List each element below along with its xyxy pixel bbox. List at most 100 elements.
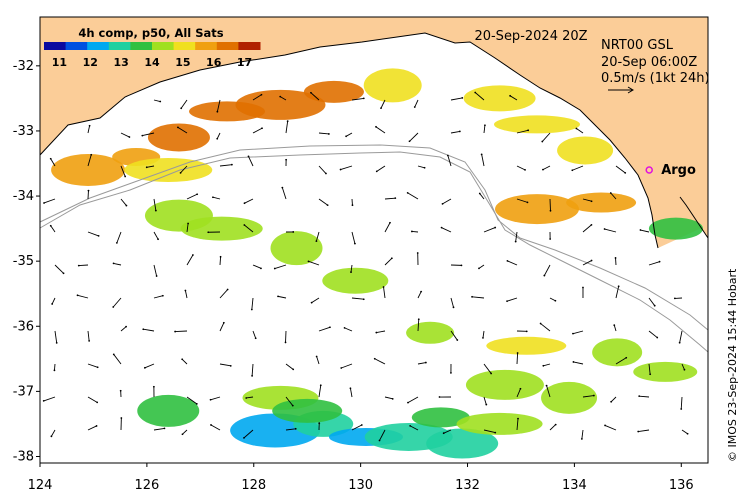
current-vector	[219, 164, 232, 167]
current-vector-tip	[125, 204, 128, 207]
current-vector	[153, 198, 157, 211]
current-vector-tip	[554, 299, 557, 302]
current-vector	[252, 127, 263, 134]
current-vector-tip	[524, 168, 526, 171]
current-vector	[315, 231, 320, 242]
current-vector	[180, 99, 188, 109]
current-vector	[478, 264, 485, 269]
current-vector-tip	[229, 364, 232, 367]
current-vector	[340, 165, 353, 170]
current-vector-tip	[406, 192, 409, 194]
current-vector-tip	[420, 290, 423, 293]
colorbar-swatch	[65, 42, 88, 50]
current-vector	[116, 231, 122, 244]
current-vector-tip	[572, 332, 574, 335]
current-vector-tip	[291, 404, 294, 407]
current-vector	[248, 156, 254, 167]
current-vector	[285, 428, 296, 431]
current-vector-tip	[277, 295, 279, 298]
current-vector	[219, 289, 228, 299]
sst-patch	[541, 381, 598, 414]
current-vector	[516, 418, 519, 431]
sst-patch	[363, 68, 422, 103]
current-vector	[87, 396, 98, 403]
current-vector-tip	[609, 192, 612, 194]
current-vector-tip	[284, 341, 287, 344]
colorbar-tick-label: 12	[83, 56, 98, 69]
current-vector-tip	[159, 100, 162, 103]
current-vector-tip	[590, 200, 593, 203]
current-vector-tip	[195, 402, 198, 405]
current-vector	[351, 97, 364, 101]
current-vector-tip	[686, 432, 689, 435]
current-vector-tip	[478, 267, 480, 270]
current-vector	[414, 99, 419, 108]
current-vector	[615, 286, 620, 299]
current-vector	[516, 129, 529, 134]
current-vector-tip	[115, 241, 118, 244]
current-vector-tip	[416, 252, 419, 254]
current-vector	[87, 425, 97, 431]
current-vector-tip	[155, 275, 158, 277]
current-vector	[77, 294, 89, 299]
current-vector-tip	[411, 230, 413, 233]
current-vector	[409, 425, 419, 431]
current-vector-tip	[50, 435, 53, 438]
current-vector-tip	[179, 171, 182, 174]
current-vector-tip	[210, 424, 212, 426]
current-vector	[648, 297, 656, 306]
current-vector-tip	[362, 298, 365, 301]
current-vector	[516, 165, 526, 171]
current-vector	[243, 429, 254, 439]
current-vector-tip	[484, 124, 486, 127]
current-vector	[210, 424, 221, 431]
current-vector	[407, 396, 419, 404]
current-vector-tip	[340, 367, 343, 369]
current-vector-tip	[409, 425, 412, 427]
current-vector-tip	[653, 304, 656, 307]
current-vector-tip	[339, 168, 342, 171]
current-vector	[274, 264, 287, 269]
lon-tick-label: 130	[348, 478, 373, 493]
current-vector-tip	[438, 396, 441, 398]
current-vector-tip	[226, 288, 229, 291]
current-vector-tip	[582, 286, 584, 289]
current-vector	[120, 132, 130, 138]
current-vector	[310, 92, 320, 101]
current-vector-tip	[649, 373, 652, 376]
current-vector	[50, 225, 56, 233]
current-vector-tip	[292, 231, 295, 233]
current-vector	[417, 291, 422, 299]
current-vector-tip	[141, 134, 144, 137]
current-vector	[285, 363, 294, 370]
current-vector-tip	[329, 326, 331, 329]
current-vector-tip	[350, 271, 352, 273]
current-vector-tip	[279, 95, 282, 98]
current-vector	[581, 429, 584, 439]
current-vector	[384, 257, 393, 266]
current-vector-tip	[590, 223, 593, 226]
current-vector	[244, 224, 254, 233]
current-vector-tip	[519, 387, 522, 390]
current-vector-tip	[196, 193, 199, 196]
colorbar-tick-label: 15	[175, 56, 190, 69]
current-vector-tip	[143, 366, 146, 369]
colorbar-tick-label: 14	[144, 56, 160, 69]
current-vector-tip	[49, 224, 52, 227]
current-vector-tip	[617, 285, 620, 288]
current-vector-tip	[545, 384, 548, 387]
lon-tick-label: 126	[134, 478, 159, 493]
current-vector-tip	[494, 431, 497, 434]
current-vector	[181, 358, 188, 365]
current-vector-tip	[95, 425, 98, 427]
current-vector	[516, 352, 519, 365]
current-vector-tip	[658, 260, 661, 263]
current-vector-tip	[273, 267, 276, 270]
current-vector-tip	[318, 422, 321, 424]
current-vector	[681, 429, 688, 435]
current-vector	[542, 165, 551, 171]
current-vector-tip	[680, 408, 683, 410]
current-vector	[441, 227, 452, 233]
current-vector-tip	[683, 368, 686, 371]
current-vector	[285, 396, 294, 406]
